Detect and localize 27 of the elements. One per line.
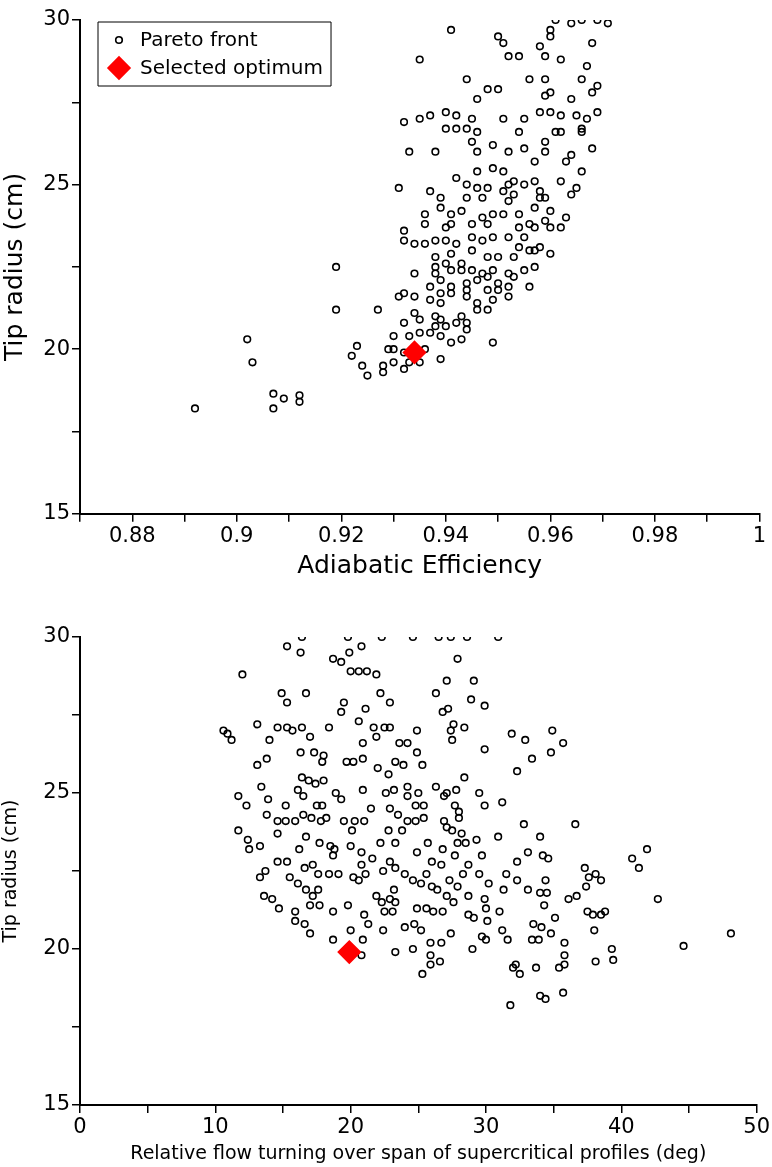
- x-tick-label: 40: [607, 1114, 635, 1139]
- y-tick-label: 15: [43, 500, 70, 525]
- x-tick-label: 0.98: [631, 522, 679, 547]
- x-tick-label: 1: [752, 522, 767, 547]
- y-tick-label: 20: [43, 935, 70, 960]
- x-tick-label: 0.96: [526, 522, 574, 547]
- y-tick-label: 25: [43, 171, 70, 196]
- x-tick-label: 30: [472, 1114, 500, 1139]
- y-tick-label: 30: [43, 6, 70, 31]
- y-tick-label: 20: [43, 335, 70, 360]
- x-tick-label: 50: [743, 1114, 771, 1139]
- y-axis-title: Tip radius (cm): [0, 172, 28, 362]
- legend-label: Selected optimum: [140, 55, 324, 80]
- legend-label: Pareto front: [140, 27, 258, 52]
- y-tick-label: 15: [43, 1091, 70, 1116]
- y-tick-label: 25: [43, 779, 70, 804]
- y-axis-title: Tip radius (cm): [0, 799, 21, 944]
- x-tick-label: 0.88: [108, 522, 156, 547]
- x-tick-label: 0.94: [422, 522, 470, 547]
- x-axis-title: Adiabatic Efficiency: [297, 549, 543, 579]
- x-tick-label: 0: [73, 1114, 87, 1139]
- x-tick-label: 20: [337, 1114, 365, 1139]
- x-tick-label: 10: [201, 1114, 229, 1139]
- x-tick-label: 0.9: [220, 522, 254, 547]
- x-tick-label: 0.92: [317, 522, 365, 547]
- x-axis-title: Relative flow turning over span of supercritical profiles (deg): [130, 1140, 707, 1163]
- y-tick-label: 30: [43, 623, 70, 648]
